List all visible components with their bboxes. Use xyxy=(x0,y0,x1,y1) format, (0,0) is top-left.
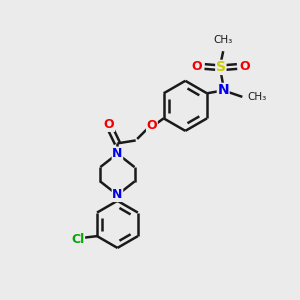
Text: CH₃: CH₃ xyxy=(248,92,267,102)
Text: N: N xyxy=(112,188,123,201)
Text: CH₃: CH₃ xyxy=(214,35,233,45)
Text: S: S xyxy=(216,60,226,74)
Text: N: N xyxy=(112,147,123,160)
Text: O: O xyxy=(191,60,202,73)
Text: Cl: Cl xyxy=(71,232,85,246)
Text: O: O xyxy=(104,118,115,131)
Text: O: O xyxy=(240,60,250,73)
Text: N: N xyxy=(218,83,229,98)
Text: O: O xyxy=(147,119,157,132)
